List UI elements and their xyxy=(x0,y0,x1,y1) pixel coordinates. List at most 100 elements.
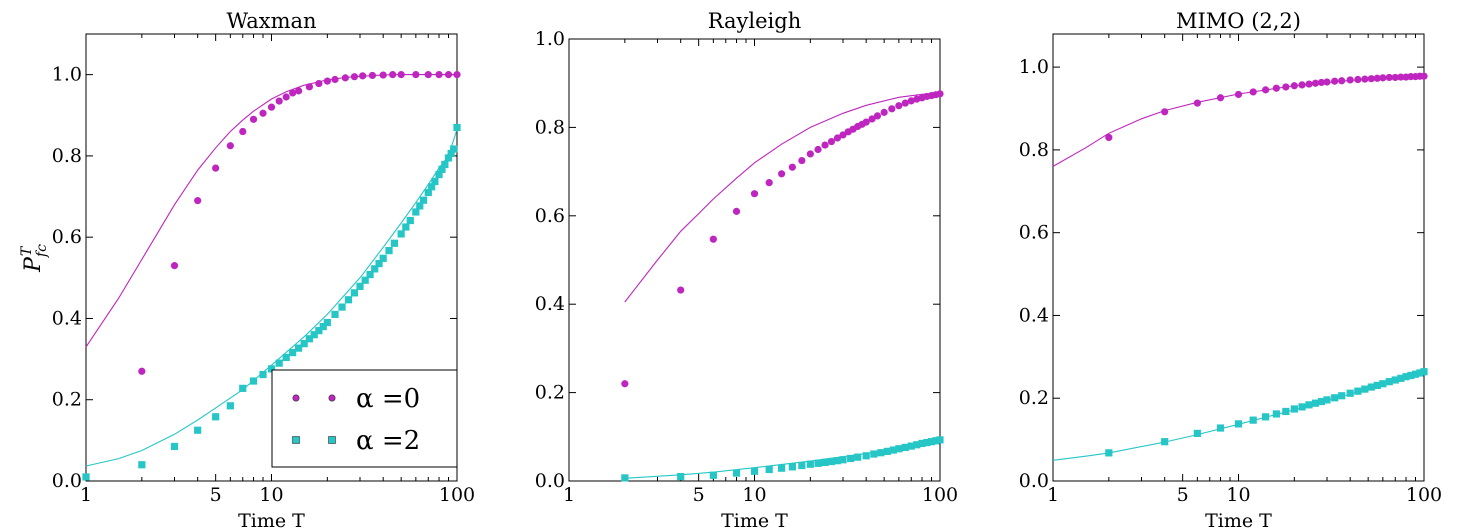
data-point xyxy=(390,239,399,247)
x-tick-label: 100 xyxy=(1406,484,1442,506)
y-tick-label: 0.4 xyxy=(1019,304,1049,326)
data-point xyxy=(1298,403,1306,411)
data-point xyxy=(833,134,842,142)
data-point xyxy=(397,71,405,79)
data-point xyxy=(194,426,202,434)
chart-panel-1: 0.0 0.2 0.4 0.6 0.8 1.0 1 5 10 100 Waxman Time T Pfc… xyxy=(19,9,475,531)
data-point xyxy=(319,322,327,331)
data-point xyxy=(936,436,944,444)
data-point xyxy=(341,74,349,82)
legend-marker xyxy=(292,394,300,402)
data-point xyxy=(315,327,323,335)
data-point xyxy=(1193,99,1201,107)
series-alpha-0 xyxy=(85,71,461,375)
data-point xyxy=(883,447,891,455)
data-point xyxy=(1105,449,1113,457)
data-point xyxy=(1216,94,1225,102)
data-point xyxy=(621,474,629,482)
data-point xyxy=(305,335,313,343)
x-axis-label: Time T xyxy=(238,510,305,531)
data-point xyxy=(778,170,786,178)
data-point xyxy=(839,456,847,464)
data-point xyxy=(282,353,290,362)
data-point xyxy=(709,235,717,243)
data-point xyxy=(323,318,331,327)
data-point xyxy=(441,160,449,169)
data-point xyxy=(750,190,759,198)
data-point xyxy=(1354,387,1362,395)
data-point xyxy=(239,127,247,136)
data-point xyxy=(275,97,283,105)
data-point xyxy=(361,276,369,284)
data-point xyxy=(1161,438,1169,446)
data-point xyxy=(806,460,814,468)
data-point xyxy=(323,77,331,85)
data-point xyxy=(798,461,806,470)
data-point xyxy=(1290,405,1298,413)
data-point xyxy=(621,380,629,388)
y-tick-label: 0.6 xyxy=(52,226,82,248)
chart-title: Rayleigh xyxy=(708,9,802,33)
y-tick-label: 0.6 xyxy=(1019,222,1049,244)
data-point xyxy=(226,402,234,410)
data-point xyxy=(765,179,773,187)
data-point xyxy=(82,473,90,481)
data-point xyxy=(170,442,179,451)
data-point xyxy=(450,145,458,153)
data-point xyxy=(907,442,915,450)
x-axis-label: Time T xyxy=(721,510,788,531)
data-point xyxy=(371,265,379,273)
data-point xyxy=(1416,369,1424,377)
y-tick-label: 0.8 xyxy=(1019,139,1049,161)
data-point xyxy=(1385,378,1393,386)
data-point xyxy=(389,71,397,79)
data-point xyxy=(1379,74,1387,82)
data-point xyxy=(212,413,220,421)
data-point xyxy=(267,365,276,373)
data-point xyxy=(1420,368,1428,376)
y-tick-label: 0.2 xyxy=(52,389,82,411)
y-tick-label: 0.8 xyxy=(52,145,82,167)
data-point xyxy=(1272,410,1280,418)
data-point xyxy=(170,262,179,270)
data-point xyxy=(1290,82,1298,90)
y-tick-label: 0.2 xyxy=(535,382,565,404)
data-point xyxy=(1161,108,1169,116)
data-point xyxy=(788,163,796,171)
data-point xyxy=(1346,76,1354,84)
data-point xyxy=(870,450,878,458)
data-point xyxy=(416,202,424,210)
data-point xyxy=(239,384,247,392)
data-point xyxy=(356,282,364,290)
y-tick-label: 0.0 xyxy=(52,470,82,492)
series-alpha-2 xyxy=(82,123,461,481)
y-tick-label: 1.0 xyxy=(1019,56,1049,78)
legend-label: α =0 xyxy=(356,384,420,414)
data-point xyxy=(1397,73,1405,81)
y-tick-label: 0.8 xyxy=(535,116,565,138)
data-point xyxy=(406,216,414,225)
data-point xyxy=(1234,90,1243,99)
x-tick-label: 5 xyxy=(210,484,222,506)
data-point xyxy=(1391,73,1399,82)
data-point xyxy=(419,196,428,204)
data-point xyxy=(438,165,446,173)
data-point xyxy=(880,108,888,116)
data-point xyxy=(435,171,443,179)
x-tick-label: 5 xyxy=(693,484,705,506)
data-point xyxy=(1338,77,1346,85)
data-point xyxy=(889,446,897,454)
data-point xyxy=(901,99,909,107)
data-point xyxy=(778,464,786,472)
data-point xyxy=(814,459,822,467)
data-point xyxy=(331,75,339,84)
data-point xyxy=(936,90,944,98)
chart-title: MIMO (2,2) xyxy=(1176,9,1301,33)
series-alpha-2 xyxy=(621,436,944,482)
data-point xyxy=(1311,79,1320,87)
data-point xyxy=(226,142,234,150)
data-point xyxy=(839,131,847,139)
x-tick-label: 10 xyxy=(1226,484,1250,506)
data-point xyxy=(877,449,885,457)
plot-frame xyxy=(568,38,941,482)
